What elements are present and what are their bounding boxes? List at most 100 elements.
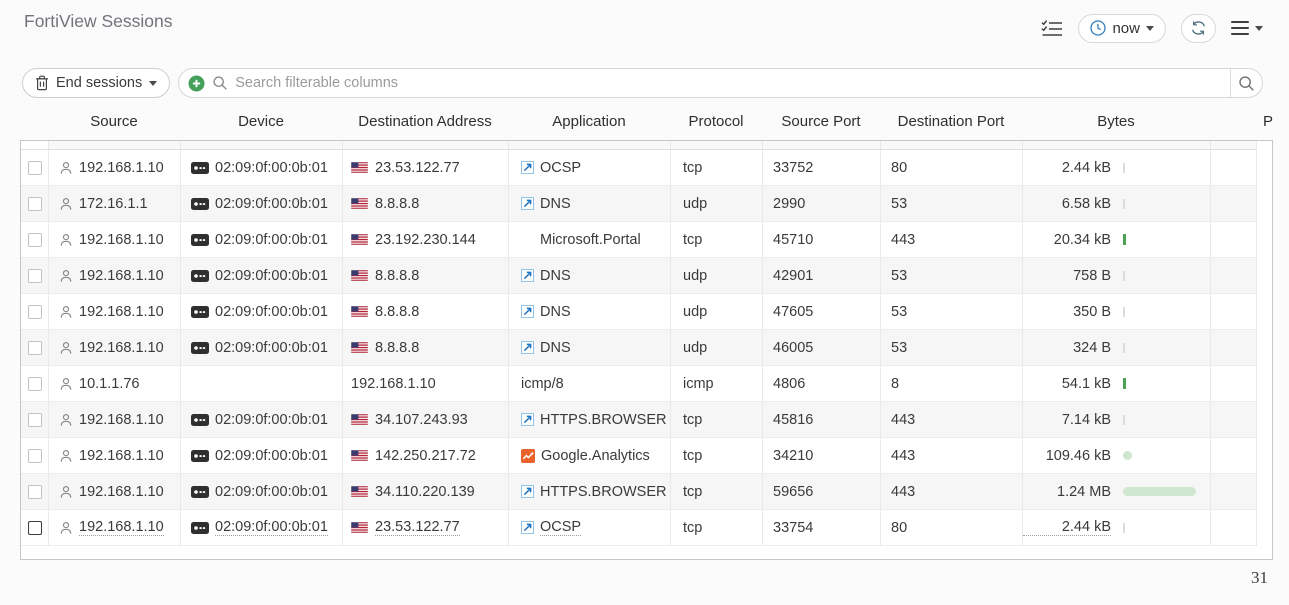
table-row[interactable]: 192.168.1.10 02:09:0f:00:0b:01 (21, 438, 1257, 474)
add-filter-plus-icon[interactable] (188, 75, 205, 92)
device-icon (191, 197, 209, 210)
top-actions: now (1041, 13, 1263, 43)
application-icon (521, 161, 534, 174)
table-row[interactable]: 192.168.1.10 02:09:0f:00:0b:01 (21, 150, 1257, 186)
device-mac: 02:09:0f:00:0b:01 (215, 195, 328, 212)
row-checkbox[interactable] (27, 448, 42, 463)
column-header-source-port[interactable]: Source Port (781, 113, 861, 130)
column-header-destination-address[interactable]: Destination Address (358, 113, 492, 130)
device-mac: 02:09:0f:00:0b:01 (215, 303, 328, 320)
column-header-bytes[interactable]: Bytes (1097, 113, 1135, 130)
user-icon (59, 413, 73, 427)
user-icon (59, 161, 73, 175)
application-icon (521, 269, 534, 282)
bytes-value: 7.14 kB (1061, 411, 1111, 428)
protocol: udp (683, 195, 708, 212)
source-ip: 172.16.1.1 (79, 195, 148, 212)
checklist-icon[interactable] (1041, 19, 1063, 37)
us-flag-icon (351, 234, 368, 245)
microsoft-icon (521, 233, 534, 246)
table-row[interactable]: 192.168.1.10 02:09:0f:00:0b:01 (21, 474, 1257, 510)
bytes-bar (1123, 162, 1125, 173)
source-port: 33752 (773, 159, 814, 176)
bytes-value: 6.58 kB (1061, 195, 1111, 212)
protocol: tcp (683, 231, 703, 248)
table-row[interactable]: 172.16.1.1 02:09:0f:00:0b:01 (21, 186, 1257, 222)
application-icon (521, 341, 534, 354)
table-row[interactable]: 192.168.1.10 02:09:0f:00:0b:01 (21, 222, 1257, 258)
bytes-value: 324 B (1073, 339, 1111, 356)
column-header-protocol[interactable]: Protocol (688, 113, 744, 130)
application-name: HTTPS.BROWSER (540, 483, 667, 500)
destination-port: 53 (891, 195, 908, 212)
application-name: icmp/8 (521, 375, 564, 392)
time-range-label: now (1112, 19, 1140, 37)
device-mac: 02:09:0f:00:0b:01 (215, 267, 328, 284)
user-icon (59, 269, 73, 283)
protocol: tcp (683, 159, 703, 176)
google-analytics-icon (521, 448, 535, 463)
source-ip: 192.168.1.10 (79, 303, 164, 320)
device-mac: 02:09:0f:00:0b:01 (215, 483, 328, 500)
bytes-bar (1123, 270, 1125, 281)
protocol: udp (683, 267, 708, 284)
column-header-application[interactable]: Application (552, 113, 626, 130)
search-submit-button[interactable] (1230, 69, 1262, 97)
row-checkbox[interactable] (27, 304, 42, 319)
row-checkbox[interactable] (27, 376, 42, 391)
device-mac: 02:09:0f:00:0b:01 (215, 339, 328, 356)
table-row[interactable]: 192.168.1.10 02:09:0f:00:0b:01 (21, 402, 1257, 438)
search-filter-bar[interactable]: Search filterable columns (178, 68, 1263, 98)
application-name: Google.Analytics (541, 447, 650, 464)
device-icon (191, 485, 209, 498)
clock-icon (1090, 20, 1107, 36)
search-icon (212, 75, 228, 91)
application-name: OCSP (540, 159, 582, 176)
session-count: 31 (1251, 568, 1268, 587)
column-header-partial[interactable]: P (1263, 113, 1274, 130)
row-checkbox[interactable] (27, 340, 42, 355)
bytes-value: 1.24 MB (1057, 483, 1111, 500)
row-checkbox[interactable] (27, 484, 42, 499)
end-sessions-button[interactable]: End sessions (22, 68, 171, 98)
application-name: DNS (540, 195, 571, 212)
bytes-bar (1123, 487, 1196, 496)
table-row[interactable]: 192.168.1.10 02:09:0f:00:0b:01 (21, 510, 1257, 546)
column-header-device[interactable]: Device (238, 113, 284, 130)
source-port: 34210 (773, 447, 814, 464)
source-port: 47605 (773, 303, 814, 320)
time-range-button[interactable]: now (1078, 13, 1166, 43)
source-ip: 192.168.1.10 (79, 447, 164, 464)
column-header-source[interactable]: Source (90, 113, 138, 130)
table-row[interactable]: 192.168.1.10 02:09:0f:00:0b:01 (21, 258, 1257, 294)
column-header-destination-port[interactable]: Destination Port (897, 113, 1005, 130)
protocol: tcp (683, 519, 703, 536)
chevron-down-icon (1146, 26, 1154, 31)
row-checkbox[interactable] (27, 196, 42, 211)
refresh-button[interactable] (1181, 13, 1216, 43)
source-port: 59656 (773, 483, 814, 500)
row-checkbox[interactable] (27, 412, 42, 427)
source-port: 2990 (773, 195, 806, 212)
bytes-value: 2.44 kB (1023, 519, 1111, 536)
bytes-bar (1123, 522, 1125, 533)
source-ip: 192.168.1.10 (79, 159, 164, 176)
row-checkbox[interactable] (27, 520, 42, 535)
us-flag-icon (351, 306, 368, 317)
more-menu-button[interactable] (1231, 20, 1263, 36)
destination-port: 53 (891, 303, 908, 320)
protocol: udp (683, 303, 708, 320)
destination-port: 443 (891, 411, 916, 428)
column-header-checkbox (20, 110, 48, 133)
us-flag-icon (351, 162, 368, 173)
table-row[interactable]: 192.168.1.10 02:09:0f:00:0b:01 (21, 330, 1257, 366)
row-checkbox[interactable] (27, 160, 42, 175)
row-checkbox[interactable] (27, 268, 42, 283)
table-row[interactable]: 192.168.1.10 02:09:0f:00:0b:01 (21, 294, 1257, 330)
application-name: OCSP (540, 519, 582, 536)
row-checkbox[interactable] (27, 232, 42, 247)
table-row[interactable]: 10.1.1.76 (21, 366, 1257, 402)
us-flag-icon (351, 450, 368, 461)
user-icon (59, 197, 73, 211)
source-port: 46005 (773, 339, 814, 356)
